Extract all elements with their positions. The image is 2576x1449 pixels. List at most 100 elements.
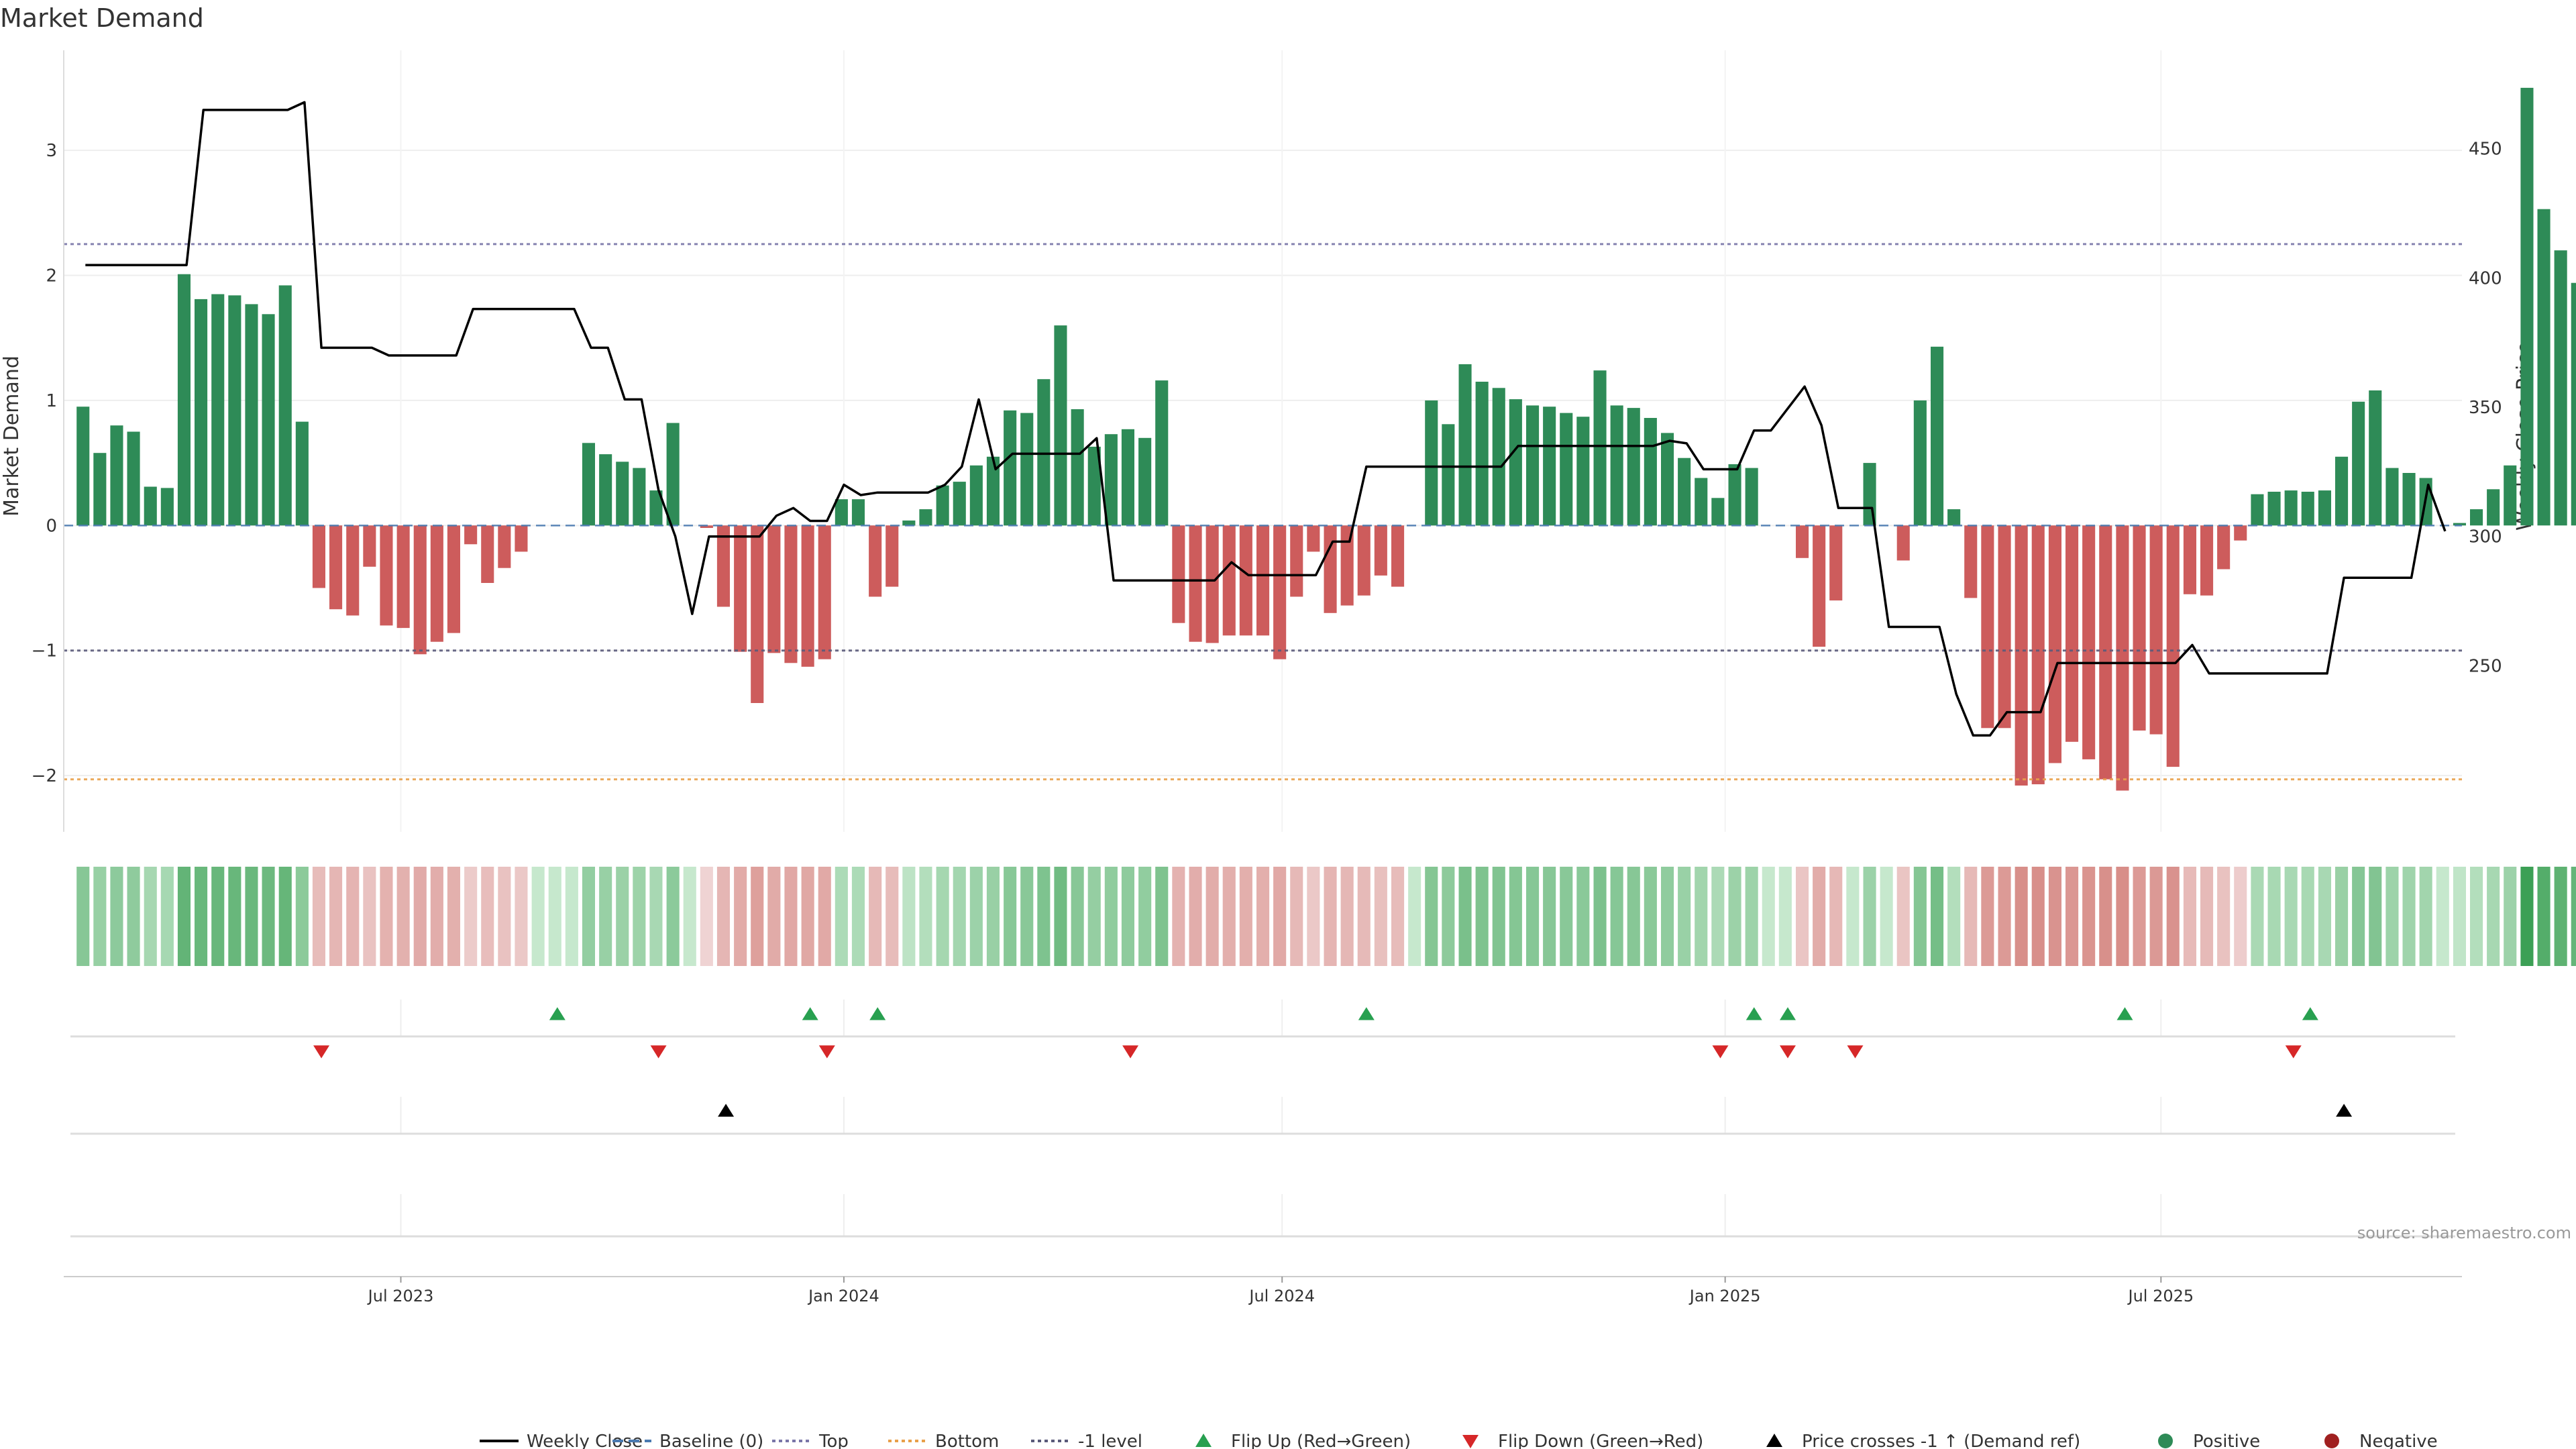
heat-cell (531, 867, 545, 966)
heat-cell (1560, 867, 1573, 966)
y2-tick-label: 350 (2469, 398, 2502, 418)
demand-bar (2217, 525, 2231, 570)
demand-bar (2352, 401, 2365, 526)
demand-bar (2504, 465, 2517, 526)
heat-cell (1644, 867, 1657, 966)
demand-bar (885, 525, 899, 587)
demand-bar (2031, 525, 2045, 785)
heat-cell (869, 867, 882, 966)
chart-title: Market Demand (0, 3, 204, 33)
demand-bar (396, 525, 410, 629)
heat-cell (1981, 867, 1994, 966)
demand-bar (329, 525, 343, 610)
heat-cell (295, 867, 309, 966)
heat-cell (1543, 867, 1556, 966)
y-tick-label: −2 (32, 766, 57, 786)
heat-cell (835, 867, 848, 966)
heat-cell (2335, 867, 2349, 966)
heat-cell (1745, 867, 1758, 966)
demand-bar (902, 520, 916, 526)
demand-bar (2065, 525, 2079, 742)
heat-cell (2504, 867, 2517, 966)
heat-cell (986, 867, 1000, 966)
demand-bar (2571, 282, 2576, 526)
legend-swatch-5 (1195, 1434, 1212, 1447)
heat-cell (1728, 867, 1741, 966)
heat-cell (481, 867, 494, 966)
demand-bar (245, 304, 258, 526)
heat-cell (2571, 867, 2576, 966)
demand-bar (1813, 525, 1826, 647)
demand-bar (1391, 525, 1405, 587)
flip-up-marker (549, 1007, 566, 1020)
demand-bar (851, 499, 865, 526)
demand-bar (2183, 525, 2196, 594)
demand-bar (716, 525, 730, 607)
heat-cell (1037, 867, 1051, 966)
heat-cell (110, 867, 123, 966)
demand-bar (2537, 209, 2551, 526)
heat-cell (1863, 867, 1876, 966)
y-axis-label: Market Demand (0, 356, 23, 517)
heat-cell (2402, 867, 2416, 966)
x-tick-label: Jul 2024 (1248, 1287, 1315, 1305)
x-tick-label: Jan 2025 (1688, 1287, 1761, 1305)
demand-bar (93, 453, 107, 526)
demand-bar (1796, 525, 1809, 558)
demand-bar (700, 525, 713, 528)
legend-label-5: Flip Up (Red→Green) (1231, 1432, 1411, 1449)
heat-cell (1829, 867, 1843, 966)
heat-cell (666, 867, 680, 966)
heat-cell (1004, 867, 1017, 966)
heat-cell (1931, 867, 1944, 966)
demand-bar (228, 295, 241, 526)
heat-cell (195, 867, 208, 966)
legend-swatch-6 (1462, 1435, 1479, 1448)
demand-bar (1189, 525, 1202, 642)
source-annotation: source: sharemaestro.com (2357, 1224, 2571, 1242)
demand-bar (2251, 494, 2264, 526)
demand-bar (2402, 473, 2416, 526)
x-tick-label: Jul 2025 (2127, 1287, 2194, 1305)
heat-cell (1239, 867, 1252, 966)
demand-bar (346, 525, 360, 616)
demand-bar (936, 485, 949, 526)
demand-bar (1913, 400, 1927, 526)
heat-cell (1425, 867, 1438, 966)
legend-label-7: Price crosses -1 ↑ (Demand ref) (1802, 1432, 2080, 1449)
heat-cell (278, 867, 292, 966)
flip-down-marker (1712, 1045, 1729, 1059)
heat-cell (1273, 867, 1287, 966)
demand-bar (582, 443, 595, 526)
y2-tick-label: 400 (2469, 268, 2502, 288)
demand-bar (818, 525, 831, 659)
heat-cell (2082, 867, 2096, 966)
heat-cell (515, 867, 528, 966)
demand-bar (2116, 525, 2129, 791)
heat-cell (2436, 867, 2449, 966)
heat-cell (2234, 867, 2247, 966)
heat-cell (1964, 867, 1978, 966)
flip-up-marker (1358, 1007, 1375, 1020)
heat-cell (245, 867, 258, 966)
heat-cell (1610, 867, 1623, 966)
demand-bar (666, 423, 680, 526)
demand-bar (2200, 525, 2214, 596)
y-tick-label: 0 (46, 516, 57, 536)
demand-bar (177, 274, 191, 526)
demand-bar (1560, 413, 1573, 526)
demand-bar (464, 525, 478, 545)
heat-cell (1205, 867, 1219, 966)
heat-cell (969, 867, 983, 966)
demand-bar (110, 425, 123, 526)
demand-bar (1374, 525, 1387, 576)
heat-cell (565, 867, 578, 966)
heat-cell (953, 867, 966, 966)
demand-bar (278, 285, 292, 526)
heat-cell (464, 867, 478, 966)
demand-bar (295, 421, 309, 526)
heat-cell (2352, 867, 2365, 966)
heat-cell (413, 867, 427, 966)
legend-swatch-7 (1766, 1434, 1782, 1447)
heat-cell (683, 867, 696, 966)
